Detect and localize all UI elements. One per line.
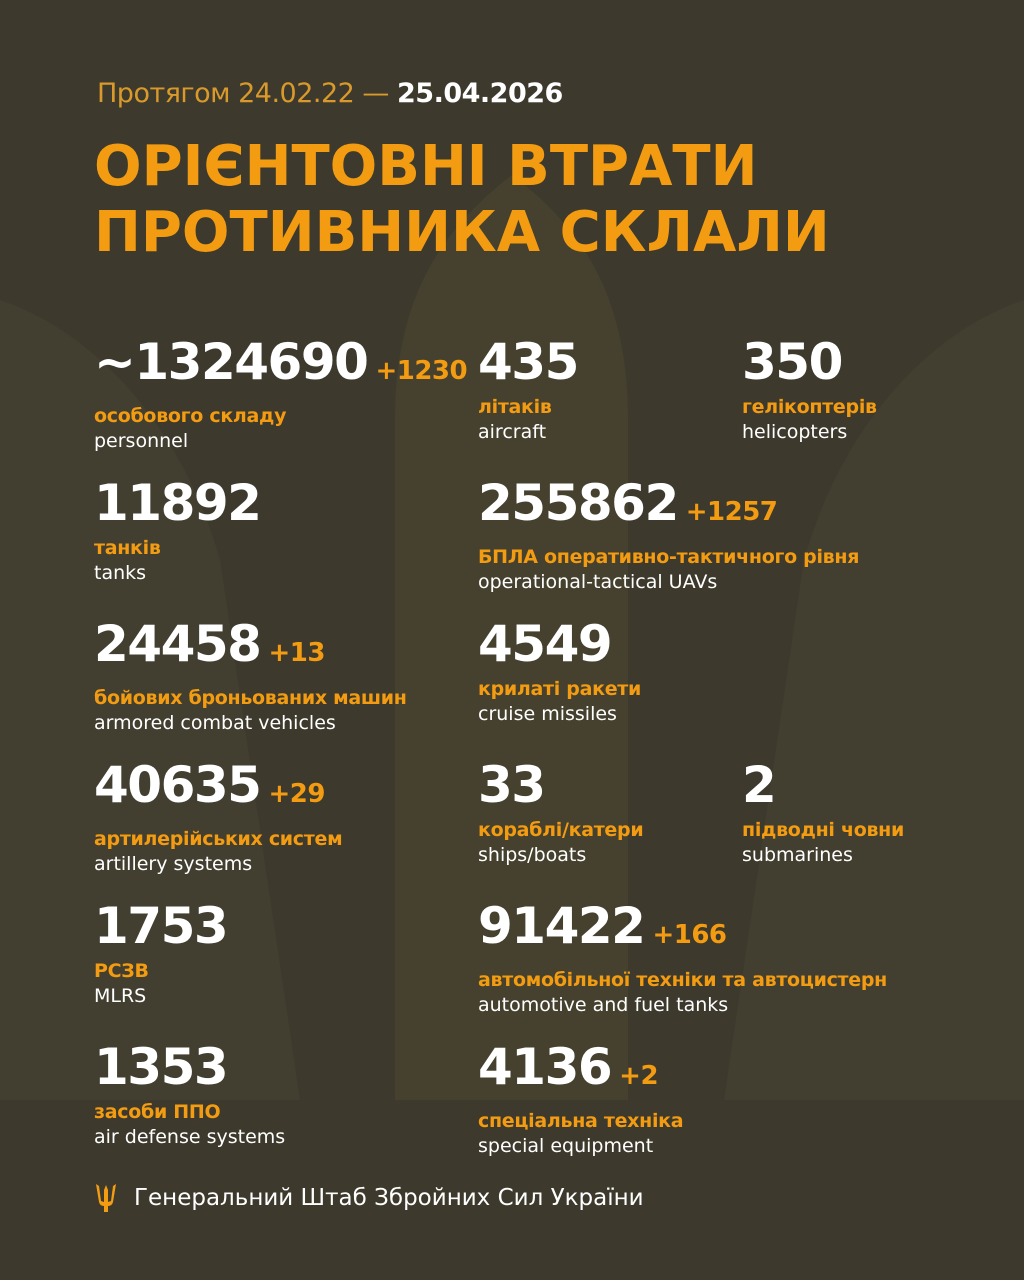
stat-value: 255862 +1257 (478, 475, 859, 540)
stat-label-en: armored combat vehicles (94, 712, 336, 734)
stat-value: 4136 +2 (478, 1039, 683, 1104)
stat-value: ~1324690 +1230 (94, 333, 468, 399)
stats-row: 1353 засоби ППО air defense systems 4136 +2 с… (0, 1039, 1024, 1159)
title-line-1: ОРІЄНТОВНІ ВТРАТИ (94, 134, 758, 199)
trident-icon (96, 1184, 116, 1212)
stat-label-ua: бойових броньованих машин (94, 687, 407, 709)
stat-value: 91422 +166 (478, 898, 887, 963)
stat-delta: +1230 (375, 356, 468, 386)
stat-number: 2 (742, 756, 777, 814)
stat-label-ua: РСЗВ (94, 960, 149, 982)
stat-label-en: helicopters (742, 421, 848, 443)
stat-label-en: tanks (94, 562, 147, 584)
period-prefix: Протягом 24.02.22 — (97, 78, 389, 109)
stat-number: 435 (478, 333, 579, 391)
stat-item: 4136 +2 спеціальна техніка special equipmen… (478, 1039, 684, 1157)
footer: Генеральний Штаб Збройних Сил України (94, 1182, 644, 1214)
stat-label-en: special equipment (478, 1135, 654, 1157)
stat-label-ua: крилаті ракети (478, 678, 642, 700)
stat-item: 1753 РСЗВ MLRS (94, 897, 229, 1007)
stat-item: 33 кораблі/катери ships/boats (478, 757, 644, 866)
stats-row: 11892 танків tanks 255862 +1257 БПЛА оператив… (0, 475, 1024, 595)
stat-number: 350 (742, 333, 843, 391)
page-title: ОРІЄНТОВНІ ВТРАТИ ПРОТИВНИКА СКЛАЛИ (94, 134, 830, 266)
stat-number: 4136 (478, 1038, 613, 1096)
stat-label-en: air defense systems (94, 1126, 286, 1148)
period-end: 25.04.2026 (397, 78, 563, 109)
stat-label-ua: кораблі/катери (478, 819, 644, 841)
stat-value: 2 (742, 757, 904, 813)
stat-label-ua: спеціальна техніка (478, 1110, 684, 1132)
stat-label-en: artillery systems (94, 853, 253, 875)
stat-label-en: operational-tactical UAVs (478, 571, 718, 593)
stat-label-en: submarines (742, 844, 853, 866)
stat-item: ~1324690 +1230 особового складу personnel (94, 333, 468, 452)
stat-number: ~1324690 (94, 333, 369, 391)
stat-item: 24458 +13 бойових броньованих машин armored… (94, 616, 407, 734)
stat-value: 1753 (94, 897, 229, 955)
stats-row: ~1324690 +1230 особового складу personnel 43… (0, 334, 1024, 454)
stat-delta: +2 (619, 1061, 659, 1091)
stat-item: 255862 +1257 БПЛА оперативно-тактичного рі… (478, 475, 859, 593)
title-line-2: ПРОТИВНИКА СКЛАЛИ (94, 200, 830, 265)
stat-item: 11892 танків tanks (94, 474, 262, 584)
stat-value: 11892 (94, 474, 262, 532)
stat-value: 350 (742, 334, 877, 390)
stats-row: 1753 РСЗВ MLRS 91422 +166 автомобільної техні… (0, 898, 1024, 1018)
period: Протягом 24.02.22 — 25.04.2026 (97, 78, 563, 109)
stat-number: 4549 (478, 615, 613, 673)
stat-item: 40635 +29 артилерійських систем artillery s… (94, 757, 343, 875)
stat-value: 4549 (478, 616, 641, 672)
stat-value: 33 (478, 757, 643, 813)
stat-label-en: personnel (94, 430, 189, 452)
footer-text: Генеральний Штаб Збройних Сил України (134, 1185, 644, 1211)
stat-delta: +166 (652, 920, 727, 950)
stat-delta: +1257 (685, 497, 778, 527)
stat-value: 24458 +13 (94, 616, 407, 681)
stat-label-en: MLRS (94, 985, 147, 1007)
stat-label-ua: підводні човни (742, 819, 905, 841)
stat-value: 435 (478, 333, 579, 391)
stat-item: 2 підводні човни submarines (742, 757, 904, 866)
stat-label-ua: артилерійських систем (94, 828, 343, 850)
stat-item: 435 літаків aircraft (478, 333, 579, 443)
stat-label-ua: засоби ППО (94, 1101, 221, 1123)
stat-item: 1353 засоби ППО air defense systems (94, 1039, 285, 1148)
stat-number: 1353 (94, 1038, 229, 1096)
stat-label-ua: танків (94, 537, 161, 559)
stat-number: 255862 (478, 474, 679, 532)
stat-number: 40635 (94, 756, 262, 814)
stat-label-ua: БПЛА оперативно-тактичного рівня (478, 546, 860, 568)
stat-label-ua: літаків (478, 396, 552, 418)
stat-delta: +29 (268, 779, 325, 809)
stat-item: 4549 крилаті ракети cruise missiles (478, 616, 641, 725)
stat-delta: +13 (268, 638, 325, 668)
stat-label-en: cruise missiles (478, 703, 617, 725)
stat-label-ua: гелікоптерів (742, 396, 877, 418)
stat-label-ua: автомобільної техніки та автоцистерн (478, 969, 887, 991)
stat-number: 1753 (94, 897, 229, 955)
stat-item: 350 гелікоптерів helicopters (742, 334, 877, 443)
stats-row: 24458 +13 бойових броньованих машин armored… (0, 616, 1024, 736)
stat-number: 91422 (478, 897, 646, 955)
stat-label-en: aircraft (478, 421, 547, 443)
stat-value: 1353 (94, 1039, 285, 1095)
stat-number: 33 (478, 756, 546, 814)
stat-value: 40635 +29 (94, 757, 342, 822)
stats-row: 40635 +29 артилерійських систем artillery s… (0, 757, 1024, 877)
stat-item: 91422 +166 автомобільної техніки та автоци… (478, 898, 887, 1016)
stat-label-en: ships/boats (478, 844, 587, 866)
stat-label-en: automotive and fuel tanks (478, 994, 729, 1016)
stat-label-ua: особового складу (94, 405, 287, 427)
stat-number: 24458 (94, 615, 262, 673)
stat-number: 11892 (94, 474, 262, 532)
